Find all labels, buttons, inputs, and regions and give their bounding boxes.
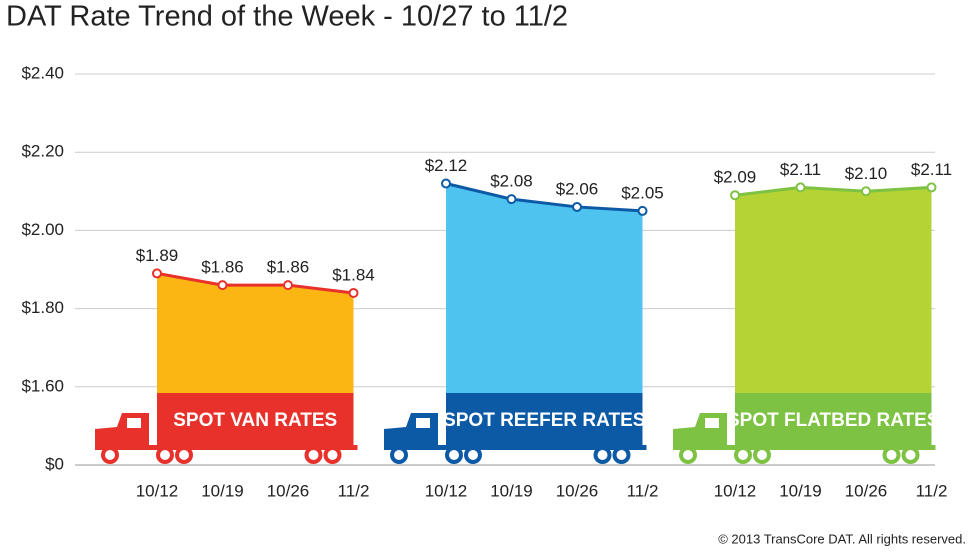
wheel	[175, 446, 193, 464]
x-tick-label: 10/19	[779, 481, 822, 500]
wheel	[101, 446, 119, 464]
wheel	[679, 446, 697, 464]
chassis	[673, 445, 936, 450]
value-label: $2.05	[621, 183, 664, 202]
value-label: $2.11	[780, 160, 821, 179]
cab-window	[705, 418, 719, 428]
value-label: $2.11	[911, 160, 952, 179]
x-tick-label: 11/2	[627, 481, 659, 500]
wheel	[753, 446, 771, 464]
chassis	[384, 445, 647, 450]
cab-window	[127, 418, 141, 428]
point	[730, 190, 740, 201]
y-tick-label: $2.40	[21, 63, 64, 82]
point	[441, 178, 451, 189]
y-tick-label: $2.20	[21, 142, 64, 161]
x-tick-label: 10/19	[201, 481, 244, 500]
point	[506, 194, 517, 205]
value-label: $2.09	[714, 168, 757, 187]
wheel	[593, 446, 612, 464]
x-tick-label: 11/2	[338, 481, 370, 500]
x-tick-label: 10/26	[845, 481, 888, 500]
y-tick-label: $1.80	[21, 298, 64, 317]
wheel	[464, 446, 482, 464]
x-tick-label: 10/26	[267, 481, 310, 500]
trailer-box	[735, 393, 932, 447]
y-tick-label: $1.60	[21, 376, 64, 395]
chart-title: DAT Rate Trend of the Week - 10/27 to 11…	[6, 1, 568, 33]
x-tick-label: 10/26	[556, 481, 599, 500]
series-name: SPOT REEFER RATES	[443, 410, 645, 431]
point	[861, 186, 871, 197]
value-label: $2.06	[556, 179, 599, 198]
value-label: $2.08	[490, 172, 533, 191]
value-label: $1.84	[332, 265, 375, 284]
area-fill	[157, 273, 354, 393]
area-fill	[446, 183, 643, 393]
x-tick-label: 10/12	[714, 481, 757, 500]
chassis	[95, 445, 358, 450]
y-tick-label: $0	[45, 454, 64, 473]
point	[152, 268, 162, 279]
point	[283, 280, 293, 291]
value-label: $1.86	[201, 258, 244, 277]
wheel	[612, 446, 631, 464]
value-label: $1.89	[136, 246, 179, 265]
value-label: $1.86	[267, 258, 310, 277]
copyright: © 2013 TransCore DAT. All rights reserve…	[718, 531, 966, 546]
x-tick-label: 10/12	[136, 481, 179, 500]
value-label: $2.10	[845, 164, 888, 183]
value-label: $2.12	[425, 156, 468, 175]
x-tick-label: 11/2	[916, 481, 948, 500]
series-name: SPOT VAN RATES	[173, 410, 337, 431]
series-name: SPOT FLATBED RATES	[727, 410, 940, 431]
wheel	[323, 446, 342, 464]
line	[734, 185, 932, 197]
wheel	[882, 446, 901, 464]
x-tick-label: 10/12	[425, 481, 468, 500]
line	[156, 271, 354, 295]
wheel	[304, 446, 323, 464]
wheel	[390, 446, 408, 464]
y-tick-label: $2.00	[21, 220, 64, 239]
point	[217, 280, 228, 291]
line	[445, 182, 643, 213]
point	[637, 205, 648, 216]
point	[795, 182, 806, 193]
cab-window	[416, 418, 430, 428]
trailer-box	[157, 393, 354, 447]
trailer-box	[446, 393, 643, 447]
wheel	[445, 446, 463, 464]
point	[572, 201, 582, 212]
point	[926, 182, 937, 193]
area-fill	[735, 187, 932, 393]
point	[348, 287, 359, 298]
wheel	[156, 446, 174, 464]
wheel	[734, 446, 752, 464]
wheel	[901, 446, 920, 464]
x-tick-label: 10/19	[490, 481, 533, 500]
